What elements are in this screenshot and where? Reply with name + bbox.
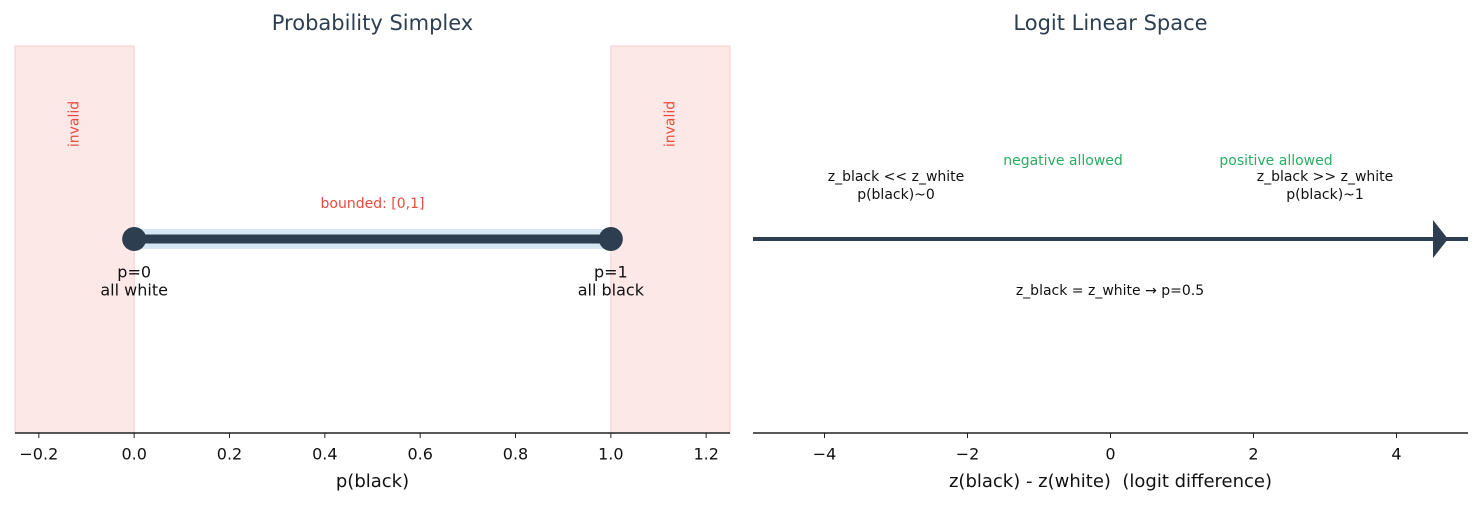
arrow-head — [1433, 220, 1448, 258]
invalid-region — [14, 45, 135, 434]
x-axis-label: z(black) - z(white) (logit difference) — [949, 471, 1272, 492]
point-label: p=1 — [594, 263, 628, 282]
invalid-region — [610, 45, 731, 434]
annotation: p(black)~0 — [857, 187, 935, 203]
x-tick-label: 0 — [1105, 445, 1115, 464]
chart-title: Logit Linear Space — [1013, 11, 1207, 35]
annotation: bounded: [0,1] — [321, 196, 425, 212]
x-tick-label: 4 — [1391, 445, 1401, 464]
x-axis-label: p(black) — [336, 471, 409, 492]
annotation: negative allowed — [1003, 153, 1123, 169]
annotation: z_black << z_white — [828, 169, 965, 185]
x-tick-label: 0.6 — [407, 445, 432, 464]
chart-title: Probability Simplex — [272, 11, 473, 35]
endpoint — [598, 227, 623, 251]
point-label: all white — [100, 281, 168, 300]
x-tick-label: 0.4 — [312, 445, 337, 464]
point-label: p=0 — [117, 263, 151, 282]
x-tick-label: −4 — [813, 445, 837, 464]
x-tick-label: −0.2 — [19, 445, 58, 464]
x-tick-label: −2 — [956, 445, 980, 464]
x-tick-label: 0.0 — [121, 445, 146, 464]
point-label: all black — [578, 281, 645, 300]
annotation: p(black)~1 — [1286, 187, 1364, 203]
invalid-label: invalid — [67, 101, 83, 147]
endpoint — [122, 227, 147, 251]
annotation: z_black >> z_white — [1257, 169, 1394, 185]
annotation: z_black = z_white → p=0.5 — [1016, 283, 1204, 299]
x-tick-label: 2 — [1248, 445, 1258, 464]
x-tick-label: 1.0 — [598, 445, 623, 464]
x-tick-label: 1.2 — [693, 445, 718, 464]
x-tick-label: 0.2 — [217, 445, 242, 464]
invalid-label: invalid — [662, 101, 678, 147]
x-tick-label: 0.8 — [503, 445, 528, 464]
annotation: positive allowed — [1219, 153, 1332, 169]
